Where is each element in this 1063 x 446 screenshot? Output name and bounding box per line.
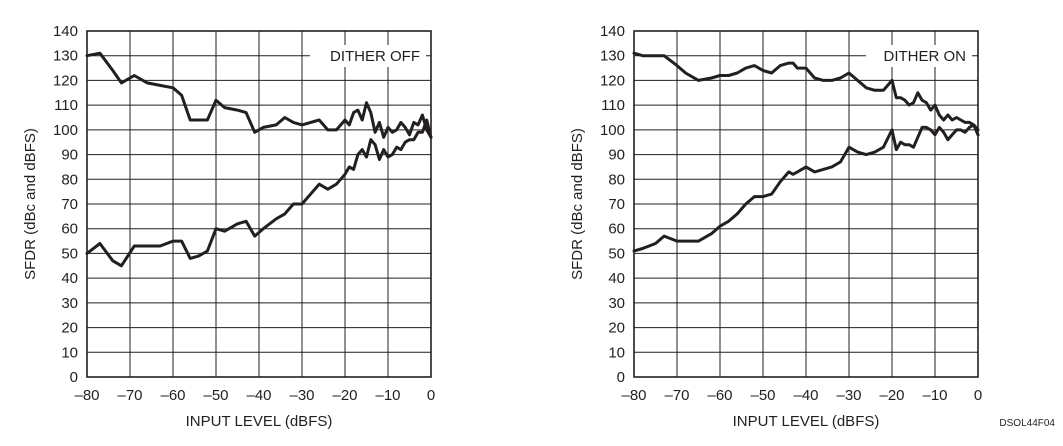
y-tick-label: 80 (61, 171, 78, 188)
y-tick-label: 70 (61, 196, 78, 213)
y-tick-label: 60 (608, 221, 625, 238)
y-tick-label: 50 (608, 245, 625, 262)
y-tick-label: 30 (61, 295, 78, 312)
series-line-2 (85, 118, 433, 268)
x-tick-label: –20 (879, 387, 904, 404)
x-tick-label: –80 (74, 387, 99, 404)
plot-frame (633, 30, 979, 378)
y-axis-label: SFDR (dBc and dBFS) (569, 128, 586, 280)
series-line-2 (632, 123, 980, 253)
chart-dither-on: 0 10 20 30 40 50 60 70 80 90 100 110 120 130 140 –80 –70… (569, 23, 982, 430)
y-tick-label: 80 (608, 171, 625, 188)
y-tick-label: 0 (617, 369, 625, 386)
y-tick-label: 0 (70, 369, 78, 386)
x-tick-label: –10 (375, 387, 400, 404)
annotation-background (310, 45, 426, 67)
y-tick-label: 60 (61, 221, 78, 238)
y-tick-label: 20 (61, 320, 78, 337)
y-axis-label: SFDR (dBc and dBFS) (22, 128, 39, 280)
x-tick-label: –60 (160, 387, 185, 404)
x-tick-label: –10 (922, 387, 947, 404)
x-axis-label: INPUT LEVEL (dBFS) (733, 413, 880, 430)
series-line-1 (85, 51, 433, 139)
x-tick-label: –70 (117, 387, 142, 404)
y-tick-label: 70 (608, 196, 625, 213)
y-tick-label: 50 (61, 245, 78, 262)
x-tick-label: –20 (332, 387, 357, 404)
y-tick-label: 10 (608, 344, 625, 361)
x-tick-label: –80 (621, 387, 646, 404)
annotation-background (866, 45, 972, 67)
y-tick-label: 20 (608, 320, 625, 337)
y-tick-label: 110 (601, 97, 625, 114)
x-tick-label: –30 (289, 387, 314, 404)
plot-frame (86, 30, 432, 378)
figure-id-label: DSOL44F04 (999, 418, 1055, 429)
dither-annotation: DITHER OFF (330, 48, 420, 65)
x-tick-label: –50 (750, 387, 775, 404)
y-tick-label: 140 (600, 23, 625, 40)
x-tick-label: 0 (974, 387, 982, 404)
x-tick-label: –40 (793, 387, 818, 404)
chart-dither-off: 0 10 20 30 40 50 60 70 80 90 100 110 120 130 140 –80 –70… (22, 23, 435, 430)
series-line-1 (632, 51, 980, 137)
y-tick-label: 120 (53, 72, 78, 89)
y-tick-label: 40 (608, 270, 625, 287)
y-tick-label: 130 (600, 48, 625, 65)
x-tick-label: –40 (246, 387, 271, 404)
y-tick-label: 30 (608, 295, 625, 312)
y-tick-label: 40 (61, 270, 78, 287)
y-tick-label: 120 (600, 72, 625, 89)
x-axis-label: INPUT LEVEL (dBFS) (186, 413, 333, 430)
x-tick-label: –60 (707, 387, 732, 404)
y-tick-label: 90 (61, 147, 78, 164)
y-tick-label: 100 (600, 122, 625, 139)
y-tick-label: 110 (54, 97, 78, 114)
x-tick-label: –30 (836, 387, 861, 404)
y-tick-label: 130 (53, 48, 78, 65)
y-tick-label: 140 (53, 23, 78, 40)
y-tick-label: 10 (61, 344, 78, 361)
x-tick-label: –50 (203, 387, 228, 404)
x-tick-label: 0 (427, 387, 435, 404)
y-tick-label: 100 (53, 122, 78, 139)
y-tick-label: 90 (608, 147, 625, 164)
dither-annotation: DITHER ON (884, 48, 967, 65)
x-tick-label: –70 (664, 387, 689, 404)
